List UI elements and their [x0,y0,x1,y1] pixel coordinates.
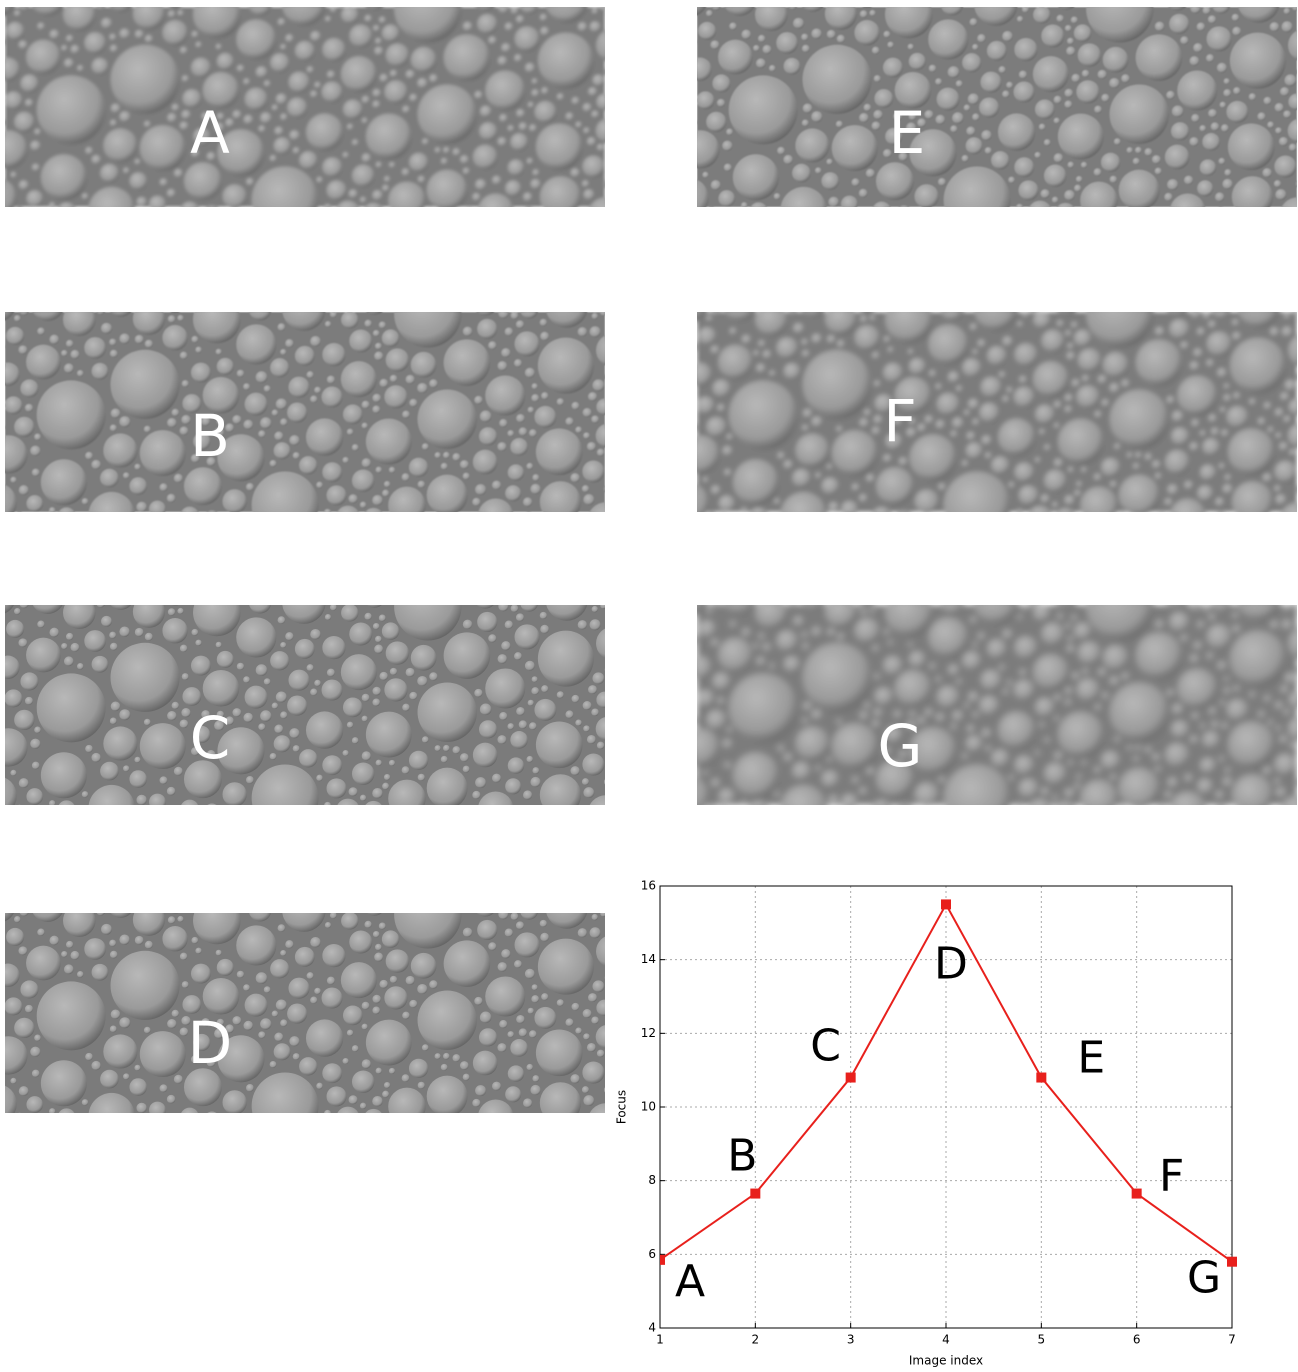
y-tick-label: 6 [648,1247,656,1261]
panel-label: A [190,99,230,167]
point-label: C [810,1021,841,1072]
panel-image [669,573,1298,832]
panel-image [0,0,629,234]
x-tick-label: 1 [656,1333,664,1347]
image-panel: D [0,881,629,1140]
y-tick-label: 8 [648,1173,656,1187]
panel-image [669,0,1298,234]
x-tick-label: 3 [847,1333,855,1347]
x-axis-label: Image index [909,1354,983,1368]
point-label: E [1077,1033,1105,1084]
figure: ABCDEFG468101214161234567Image indexFocu… [0,0,1298,1372]
y-tick-label: 14 [641,952,656,966]
point-label: D [934,938,968,989]
panel-label: G [878,712,923,780]
marker [941,899,951,909]
marker [750,1189,760,1199]
image-panel: A [0,0,629,234]
panel-image [0,573,629,832]
y-axis-label: Focus [615,1090,629,1124]
panel-label: E [889,99,926,167]
marker [846,1073,856,1083]
point-label: B [727,1131,757,1182]
point-label: A [675,1256,705,1307]
y-tick-label: 12 [641,1026,656,1040]
marker [1036,1073,1046,1083]
y-tick-label: 4 [648,1321,656,1335]
image-panel: B [0,280,629,539]
image-panel: E [669,0,1298,234]
panel-image [0,881,629,1140]
y-tick-label: 16 [641,879,656,893]
image-panel: F [669,280,1298,539]
panel-label: D [188,1009,233,1077]
panel-label: C [190,704,231,772]
marker [655,1255,665,1265]
x-tick-label: 4 [942,1333,950,1347]
x-tick-label: 6 [1133,1333,1141,1347]
panel-label: F [883,387,916,455]
x-tick-label: 2 [752,1333,760,1347]
x-tick-label: 7 [1228,1333,1236,1347]
point-label: F [1159,1151,1184,1202]
marker [1227,1257,1237,1267]
image-panel: G [669,573,1298,832]
panel-image [0,280,629,539]
y-tick-label: 10 [641,1100,656,1114]
panel-image [669,280,1298,539]
point-label: G [1187,1253,1221,1304]
marker [1132,1189,1142,1199]
image-panel: C [0,573,629,832]
x-tick-label: 5 [1038,1333,1046,1347]
panel-label: B [190,402,230,470]
